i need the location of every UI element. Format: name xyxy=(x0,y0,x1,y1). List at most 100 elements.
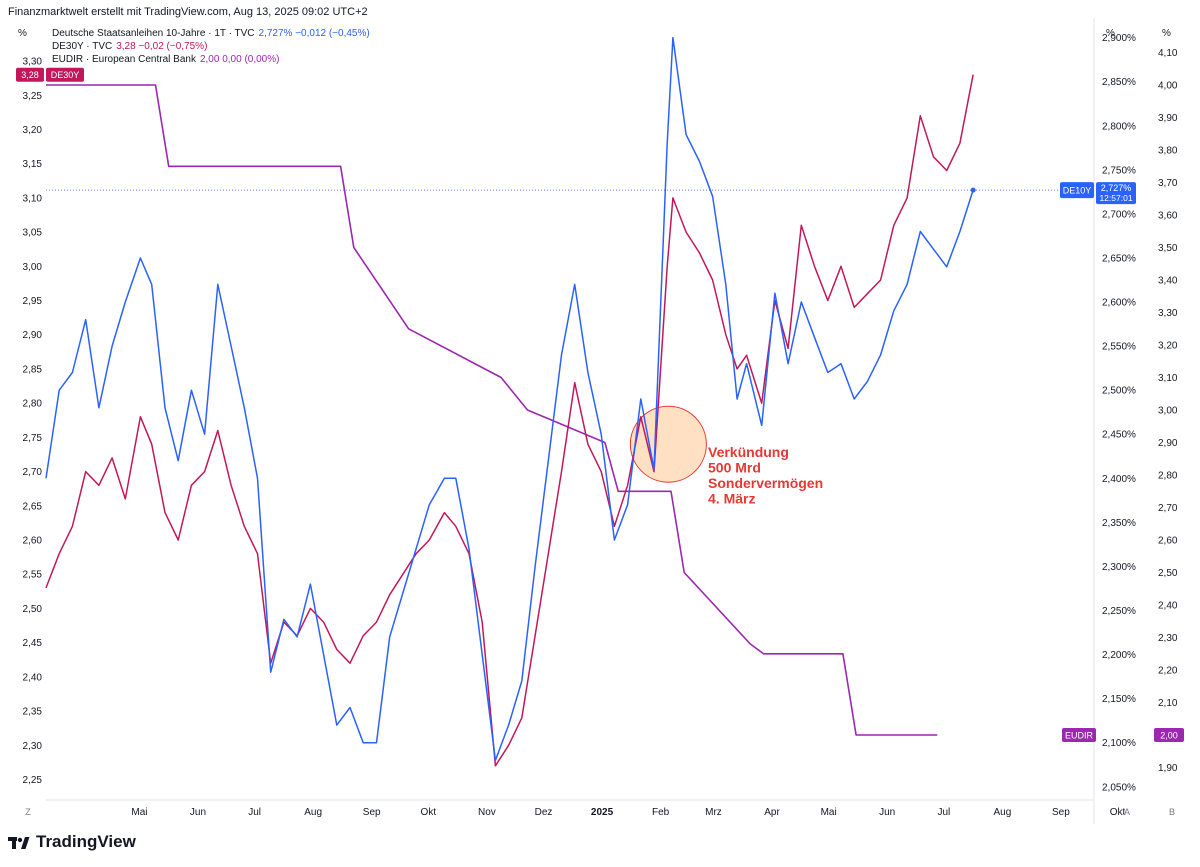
eudir-tag-label: EUDIR xyxy=(1065,731,1094,741)
de10y-tag-value-bg xyxy=(1096,182,1136,205)
left-axis-tick-7: 2,60 xyxy=(23,536,43,547)
tradingview-logo: TradingView xyxy=(8,832,136,852)
right2-axis-tick-19: 3,80 xyxy=(1158,146,1178,157)
de30y-tag-value-bg xyxy=(16,67,44,82)
de10y-tag-label-bg xyxy=(1060,182,1094,199)
right2-axis-tick-4: 2,30 xyxy=(1158,633,1178,644)
left-axis-tick-17: 3,10 xyxy=(23,193,43,204)
tradingview-mark-icon xyxy=(8,835,30,849)
de30y-tag-label-bg xyxy=(46,67,84,82)
right2-axis-tick-14: 3,30 xyxy=(1158,308,1178,319)
left-axis-tick-12: 2,85 xyxy=(23,364,43,375)
left-axis-tick-8: 2,65 xyxy=(23,501,43,512)
brand-name: TradingView xyxy=(36,832,136,851)
x-tick-5: Okt xyxy=(421,807,437,818)
left-axis-tick-5: 2,50 xyxy=(23,604,43,615)
left-axis-tick-1: 2,30 xyxy=(23,741,43,752)
right1-axis-tick-4: 2,250% xyxy=(1102,606,1136,617)
right2-axis-tick-17: 3,60 xyxy=(1158,211,1178,222)
right1-axis-tick-11: 2,600% xyxy=(1102,298,1136,309)
left-axis-tick-14: 2,95 xyxy=(23,296,43,307)
right1-axis-tick-6: 2,350% xyxy=(1102,518,1136,529)
right1-axis-tick-16: 2,850% xyxy=(1102,77,1136,88)
right2-axis-tick-3: 2,20 xyxy=(1158,666,1178,677)
x-tick-1: Jun xyxy=(190,807,206,818)
right2-axis-tick-9: 2,80 xyxy=(1158,471,1178,482)
right2-axis-tick-11: 3,00 xyxy=(1158,406,1178,417)
x-tick-7: Dez xyxy=(535,807,553,818)
left-axis-tick-11: 2,80 xyxy=(23,399,43,410)
legend-de10y-name: Deutsche Staatsanleihen 10-Jahre · 1T · … xyxy=(52,28,255,39)
left-axis-unit: % xyxy=(18,28,27,39)
x-tick-15: Aug xyxy=(993,807,1011,818)
x-tick-3: Aug xyxy=(304,807,322,818)
right2-axis-tick-13: 3,20 xyxy=(1158,341,1178,352)
right2-axis-tick-18: 3,70 xyxy=(1158,178,1178,189)
right2-axis-tick-0: 1,90 xyxy=(1158,763,1178,774)
de10y-tag-value: 2,727% xyxy=(1101,183,1132,193)
legend-de30y[interactable]: DE30Y · TVC 3,28 −0,02 (−0,75%) xyxy=(52,41,207,52)
de10y-last-point xyxy=(970,187,976,193)
right2-axis-unit: % xyxy=(1162,28,1171,39)
x-tick-6: Nov xyxy=(478,807,496,818)
legend-de10y-values: 2,727% −0,012 (−0,45%) xyxy=(258,28,370,39)
x-tick-2: Jul xyxy=(248,807,261,818)
right1-axis-tick-15: 2,800% xyxy=(1102,121,1136,132)
right1-axis-tick-14: 2,750% xyxy=(1102,165,1136,176)
de10y-tag-time: 12:57:01 xyxy=(1099,193,1132,203)
series-de10y-line xyxy=(45,36,974,762)
right1-axis-tick-5: 2,300% xyxy=(1102,562,1136,573)
legend-eudir-name: EUDIR · European Central Bank xyxy=(52,54,196,65)
right2-axis-tick-10: 2,90 xyxy=(1158,438,1178,449)
annotation-line-1: 500 Mrd xyxy=(708,460,761,476)
right1-axis-tick-1: 2,100% xyxy=(1102,738,1136,749)
x-tick-14: Jul xyxy=(937,807,950,818)
chart-caption: Finanzmarktwelt erstellt mit TradingView… xyxy=(8,6,368,18)
right1-axis-tick-9: 2,500% xyxy=(1102,386,1136,397)
left-axis-tick-4: 2,45 xyxy=(23,638,43,649)
right2-axis-tick-2: 2,10 xyxy=(1158,698,1178,709)
left-axis-tick-13: 2,90 xyxy=(23,330,43,341)
right2-axis-tick-15: 3,40 xyxy=(1158,276,1178,287)
x-tick-16: Sep xyxy=(1052,807,1070,818)
legend-de10y[interactable]: Deutsche Staatsanleihen 10-Jahre · 1T · … xyxy=(52,28,370,39)
left-axis-tick-16: 3,05 xyxy=(23,228,43,239)
right2-axis-tick-16: 3,50 xyxy=(1158,243,1178,254)
left-axis-tick-19: 3,20 xyxy=(23,125,43,136)
left-axis-tick-2: 2,35 xyxy=(23,707,43,718)
x-tick-10: Mrz xyxy=(705,807,722,818)
x-tick-12: Mai xyxy=(821,807,837,818)
right1-axis-tick-12: 2,650% xyxy=(1102,253,1136,264)
annotation-circle xyxy=(629,405,707,483)
right1-axis-tick-2: 2,150% xyxy=(1102,694,1136,705)
x-tick-0: Mai xyxy=(131,807,147,818)
right1-axis-tick-8: 2,450% xyxy=(1102,430,1136,441)
right2-axis-tick-12: 3,10 xyxy=(1158,373,1178,384)
legend-eudir[interactable]: EUDIR · European Central Bank 2,00 0,00 (… xyxy=(52,54,279,65)
right2-axis-tick-5: 2,40 xyxy=(1158,601,1178,612)
right2-axis-tick-7: 2,60 xyxy=(1158,536,1178,547)
left-axis-tick-20: 3,25 xyxy=(23,91,43,102)
de30y-tag-value: 3,28 xyxy=(21,70,39,80)
legend-de30y-name: DE30Y · TVC xyxy=(52,41,113,52)
x-tick-9: Feb xyxy=(652,807,670,818)
left-axis-tick-10: 2,75 xyxy=(23,433,43,444)
left-axis-tick-0: 2,25 xyxy=(23,775,43,786)
left-axis-tick-6: 2,55 xyxy=(23,570,43,581)
annotation-line-2: Sondervermögen xyxy=(708,475,823,491)
right1-axis-tick-3: 2,200% xyxy=(1102,650,1136,661)
eudir-tag-value: 2,00 xyxy=(1160,731,1178,741)
left-axis-tick-18: 3,15 xyxy=(23,159,43,170)
right1-axis-tick-0: 2,050% xyxy=(1102,782,1136,793)
bottom-letter-right1: A xyxy=(1124,807,1130,817)
right2-axis-tick-22: 4,10 xyxy=(1158,48,1178,59)
right1-axis-tick-10: 2,550% xyxy=(1102,342,1136,353)
series-de30y-line xyxy=(45,74,974,767)
eudir-tag-label-bg xyxy=(1062,728,1096,742)
annotation-line-3: 4. März xyxy=(708,491,755,507)
legend-de30y-values: 3,28 −0,02 (−0,75%) xyxy=(116,41,208,52)
left-axis-tick-15: 3,00 xyxy=(23,262,43,273)
x-tick-13: Jun xyxy=(879,807,895,818)
right2-axis-tick-6: 2,50 xyxy=(1158,568,1178,579)
